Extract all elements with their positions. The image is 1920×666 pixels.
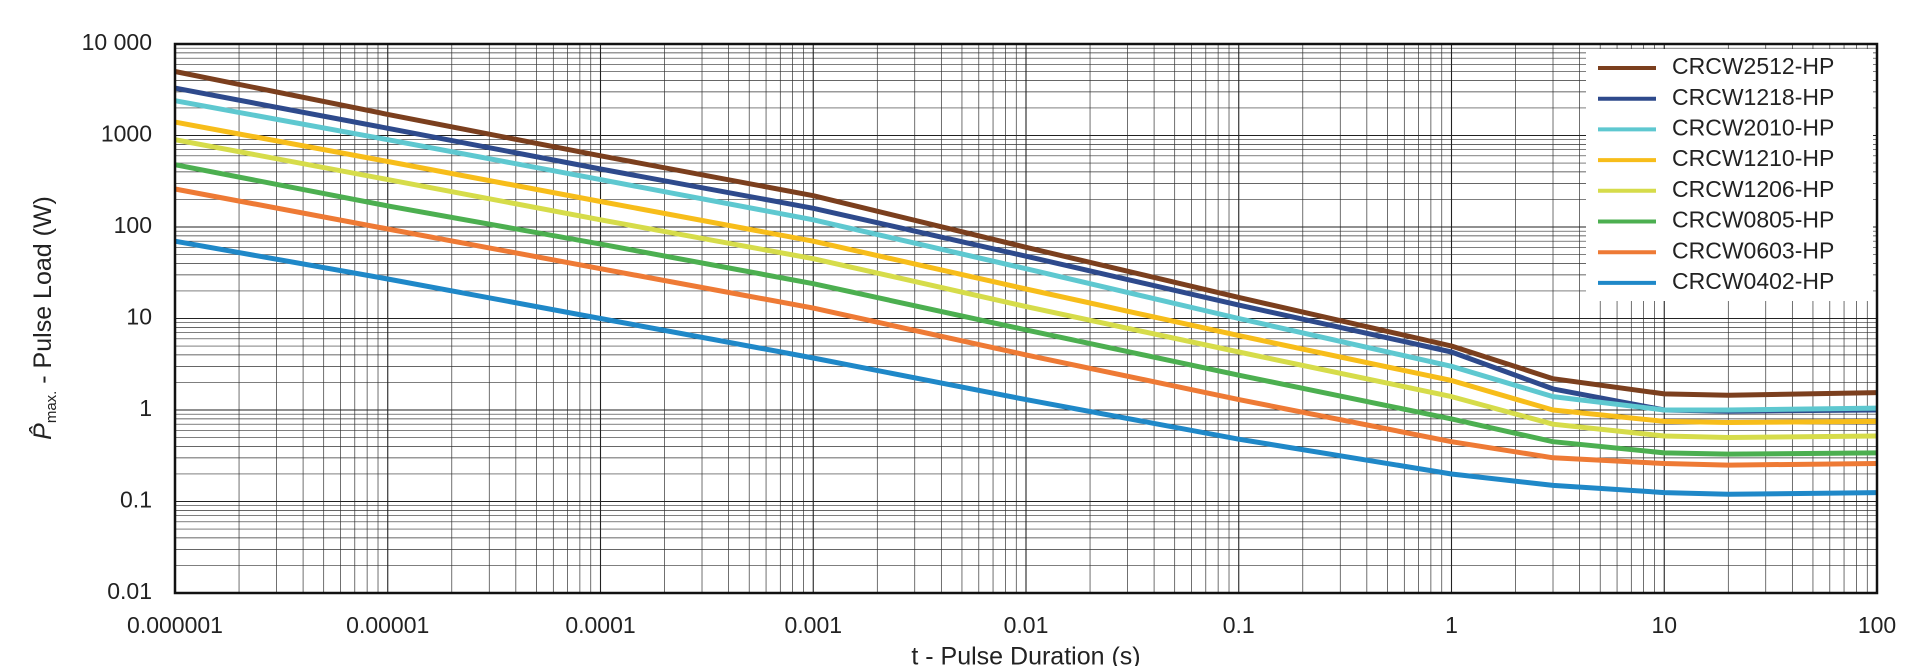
- y-tick-label: 0.1: [120, 487, 152, 513]
- y-axis-label: P̂max. - Pulse Load (W): [27, 196, 60, 440]
- legend-label: CRCW1210-HP: [1672, 145, 1834, 171]
- x-tick-label: 10: [1651, 612, 1677, 638]
- legend-label: CRCW2512-HP: [1672, 53, 1834, 79]
- x-tick-label: 100: [1858, 612, 1896, 638]
- tick-labels: 0.000001 0.00001 0.0001 0.001 0.01 0.1 1 10 1000…: [82, 29, 1897, 638]
- legend-label: CRCW1218-HP: [1672, 84, 1834, 110]
- legend-label: CRCW1206-HP: [1672, 176, 1834, 202]
- y-label-rest: - Pulse Load (W): [29, 196, 57, 391]
- legend: CRCW2512-HP CRCW1218-HP CRCW2010-HP CRCW121…: [1598, 53, 1834, 294]
- series-line: [174, 137, 1878, 440]
- x-tick-label: 0.001: [784, 612, 842, 638]
- x-axis-label: t - Pulse Duration (s): [911, 643, 1140, 666]
- legend-box: [1586, 49, 1873, 301]
- x-tick-label: 1: [1445, 612, 1458, 638]
- legend-label: CRCW0805-HP: [1672, 207, 1834, 233]
- y-tick-label: 10: [126, 304, 152, 330]
- legend-label: CRCW0402-HP: [1672, 268, 1834, 294]
- y-tick-label: 1: [139, 395, 152, 421]
- series-line: [174, 119, 1878, 425]
- x-tick-label: 0.01: [1004, 612, 1049, 638]
- x-tick-label: 0.000001: [127, 612, 223, 638]
- y-tick-label: 100: [114, 212, 152, 238]
- x-tick-label: 0.1: [1223, 612, 1255, 638]
- y-tick-label: 10 000: [82, 29, 152, 55]
- series-lines: [174, 69, 1878, 497]
- y-label-symbol: P̂: [27, 423, 56, 440]
- y-label-sub: max.: [43, 391, 60, 424]
- series-line: [174, 186, 1878, 468]
- y-tick-label: 0.01: [107, 578, 152, 604]
- plot-frame: [173, 42, 1879, 595]
- x-tick-label: 0.00001: [346, 612, 429, 638]
- x-tick-label: 0.0001: [565, 612, 635, 638]
- legend-label: CRCW0603-HP: [1672, 237, 1834, 263]
- legend-label: CRCW2010-HP: [1672, 114, 1834, 140]
- series-line: [174, 238, 1878, 497]
- series-line: [174, 98, 1878, 413]
- y-tick-label: 1000: [101, 121, 152, 147]
- series-line: [174, 162, 1878, 457]
- series-line: [174, 69, 1878, 398]
